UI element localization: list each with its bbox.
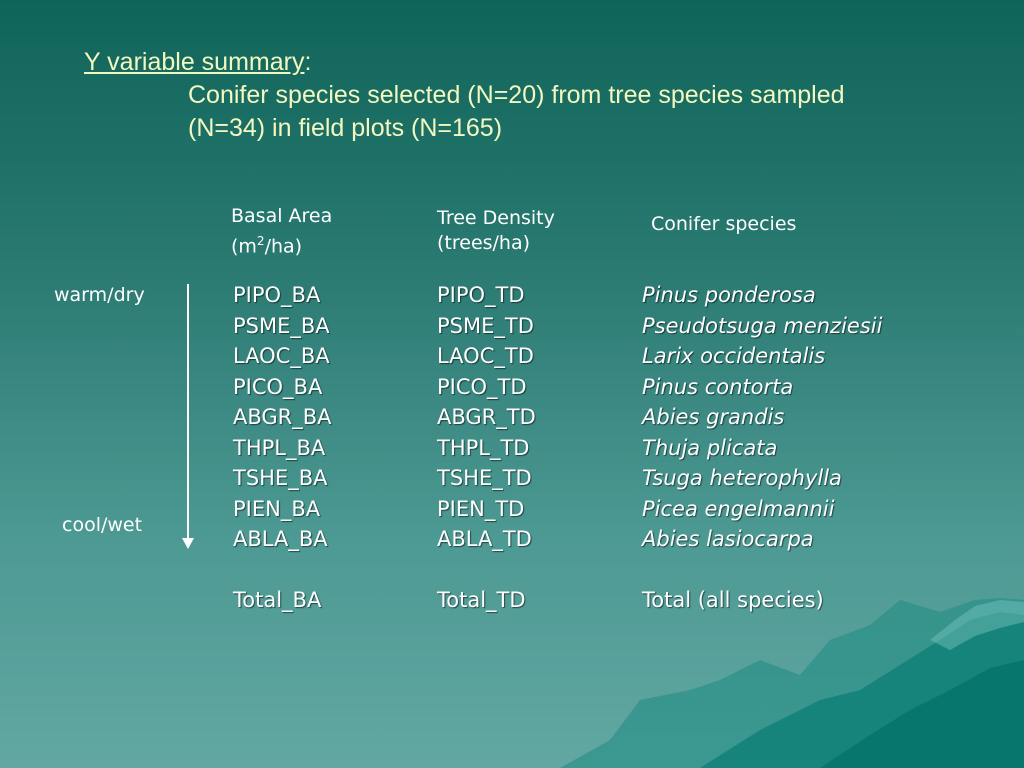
total-basal-area: Total_BA [233,588,322,612]
title-line-2: Conifer species selected (N=20) from tre… [188,81,845,109]
list-item: Pseudotsuga menziesii [642,313,883,338]
header-basal-area-line2: (m2/ha) [231,229,332,259]
list-item: Pinus ponderosa [642,283,816,307]
list-item: PIPO_TD [437,283,525,307]
gradient-label-cool-wet: cool/wet [62,514,143,536]
list-item: ABLA_TD [437,527,532,551]
total-species: Total (all species) [642,588,824,612]
column-conifer-species: Pinus ponderosa Pseudotsuga menziesii La… [642,280,882,616]
list-item: PIEN_TD [437,496,525,521]
gradient-arrow-icon [182,284,194,549]
list-item: Larix occidentalis [642,344,826,368]
list-item: PSME_TD [437,313,534,338]
header-basal-area-unit-post: /ha) [264,235,303,258]
list-item: LAOC_TD [437,344,534,368]
list-item: Tsuga heterophylla [642,466,842,490]
title-line-3: (N=34) in field plots (N=165) [188,114,503,142]
title-colon: : [304,48,312,76]
header-basal-area-unit-pre: (m [231,235,257,258]
header-basal-area-line1: Basal Area [231,205,333,227]
column-tree-density: PIPO_TD PSME_TD LAOC_TD PICO_TD ABGR_TD … [437,280,536,616]
title-underlined: Y variable summary [84,48,305,76]
list-item: Abies lasiocarpa [642,527,814,551]
list-item: ABGR_BA [233,405,332,429]
header-tree-density: Tree Density (trees/ha) [437,206,555,256]
list-item: THPL_TD [437,435,530,460]
list-item: ABGR_TD [437,405,536,429]
list-item: PICO_TD [437,374,527,399]
list-item: Thuja plicata [642,435,778,460]
total-tree-density: Total_TD [437,588,526,612]
column-basal-area: PIPO_BA PSME_BA LAOC_BA PICO_BA ABGR_BA … [233,280,332,616]
list-item: LAOC_BA [233,344,330,368]
header-tree-density-line1: Tree Density [437,207,555,229]
list-item: Pinus contorta [642,374,794,399]
list-item: Picea engelmannii [642,496,835,521]
list-item: Abies grandis [642,405,785,429]
list-item: ABLA_BA [233,527,328,551]
list-item: PIEN_BA [233,496,321,521]
list-item: PIPO_BA [233,283,321,307]
list-item: PSME_BA [233,313,330,338]
list-item: PICO_BA [233,374,323,399]
list-item: TSHE_TD [437,466,532,490]
slide-title: Y variable summary: Conifer species sele… [84,46,845,145]
header-basal-area: Basal Area (m2/ha) [231,204,332,259]
list-item: THPL_BA [233,435,326,460]
header-conifer-species: Conifer species [651,213,797,235]
gradient-label-warm-dry: warm/dry [54,284,145,306]
list-item: TSHE_BA [233,466,328,490]
title-line-1: Y variable summary: [84,46,845,79]
header-tree-density-line2: (trees/ha) [437,232,531,254]
header-basal-area-sup: 2 [256,234,265,248]
